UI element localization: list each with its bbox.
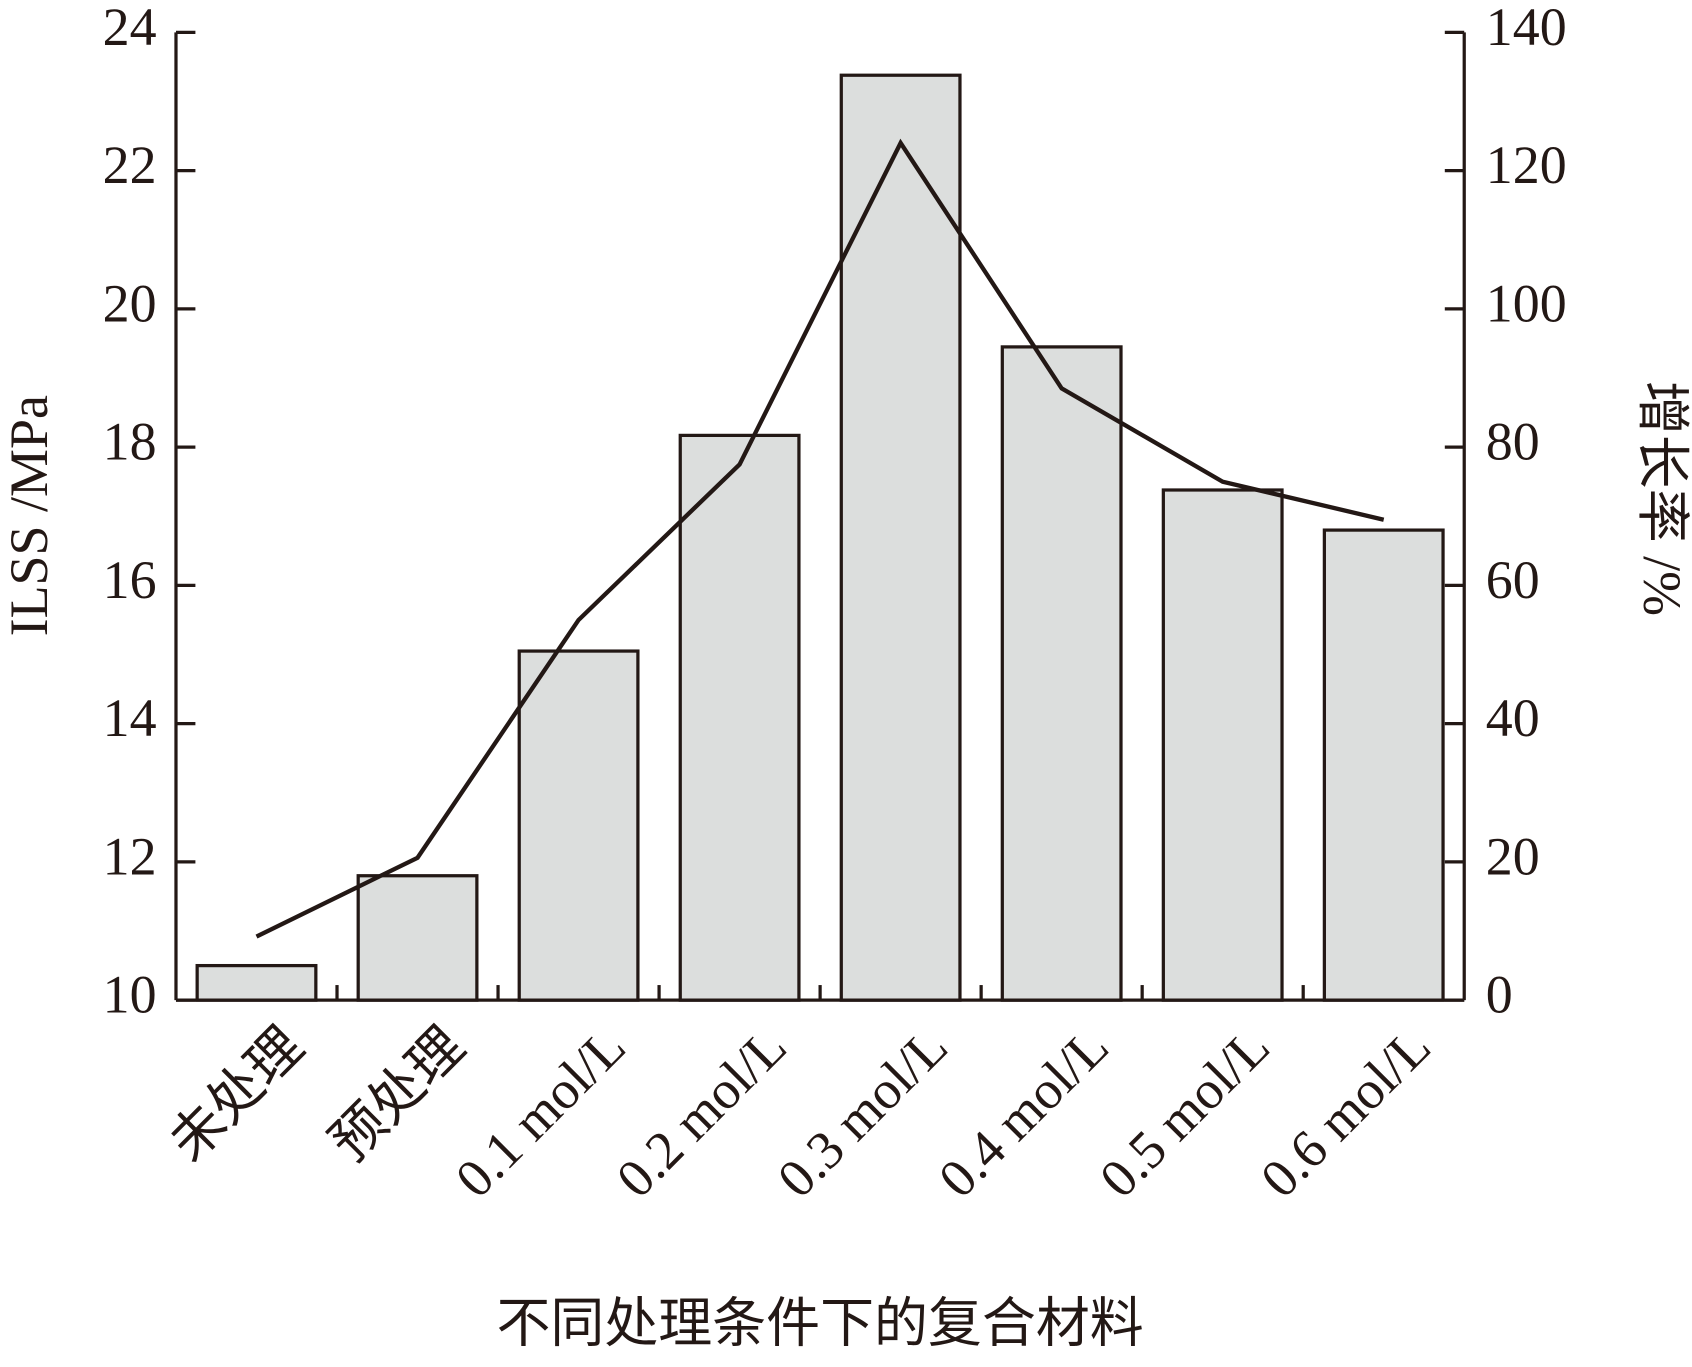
y2-tick-label: 0 — [1486, 965, 1513, 1025]
x-tick-label: 0.5 mol/L — [1088, 1016, 1281, 1209]
x-tick-label: 0.1 mol/L — [444, 1016, 637, 1209]
y-axis-title: ILSS /MPa — [0, 395, 59, 636]
x-tick-label: 0.4 mol/L — [927, 1016, 1120, 1209]
x-tick-label: 0.2 mol/L — [605, 1016, 798, 1209]
x-axis-title: 不同处理条件下的复合材料 — [496, 1294, 1143, 1354]
y2-tick-label: 140 — [1486, 0, 1567, 57]
y2-tick-label: 40 — [1486, 688, 1540, 748]
bar — [1161, 488, 1284, 1002]
bar — [517, 649, 640, 1002]
y2-tick-label: 80 — [1486, 412, 1540, 472]
y-tick-label: 18 — [103, 412, 157, 472]
x-tick-label: 0.6 mol/L — [1249, 1016, 1442, 1209]
x-tick-label: 0.3 mol/L — [766, 1016, 959, 1209]
bar — [839, 73, 962, 1002]
y-tick-label: 22 — [103, 135, 157, 195]
y-tick-label: 24 — [103, 0, 157, 57]
y-tick-label: 10 — [103, 965, 157, 1025]
bar — [678, 433, 801, 1002]
bar — [195, 963, 318, 1002]
y2-axis-title: 增长率 /% — [1632, 381, 1692, 616]
line — [255, 138, 1385, 939]
y2-tick-label: 60 — [1486, 550, 1540, 610]
y2-tick-label: 100 — [1486, 273, 1567, 333]
bar — [356, 874, 479, 1002]
bar — [1322, 528, 1445, 1002]
x-tick-label: 预处理 — [319, 1016, 476, 1173]
y-tick-label: 16 — [103, 550, 157, 610]
y-tick-label: 20 — [103, 273, 157, 333]
y-tick-label: 12 — [103, 826, 157, 886]
y2-tick-label: 120 — [1486, 135, 1567, 195]
y-tick-label: 14 — [103, 688, 157, 748]
bar — [1000, 345, 1123, 1002]
x-tick-label: 未处理 — [158, 1016, 315, 1173]
y2-tick-label: 20 — [1486, 826, 1540, 886]
